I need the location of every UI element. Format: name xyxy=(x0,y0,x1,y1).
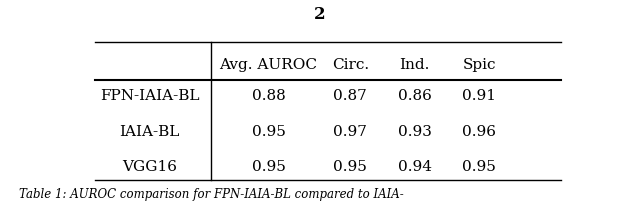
Text: 0.88: 0.88 xyxy=(252,89,285,103)
Text: 0.91: 0.91 xyxy=(462,89,496,103)
Text: Ind.: Ind. xyxy=(399,58,430,72)
Text: 0.95: 0.95 xyxy=(252,159,285,173)
Text: Circ.: Circ. xyxy=(332,58,369,72)
Text: 2: 2 xyxy=(314,6,326,23)
Text: IAIA-BL: IAIA-BL xyxy=(119,125,180,139)
Text: VGG16: VGG16 xyxy=(122,159,177,173)
Text: 0.86: 0.86 xyxy=(398,89,432,103)
Text: Table 1: AUROC comparison for FPN-IAIA-BL compared to IAIA-: Table 1: AUROC comparison for FPN-IAIA-B… xyxy=(19,187,404,200)
Text: Avg. AUROC: Avg. AUROC xyxy=(220,58,317,72)
Text: 0.95: 0.95 xyxy=(462,159,496,173)
Text: 0.97: 0.97 xyxy=(333,125,367,139)
Text: 0.95: 0.95 xyxy=(252,125,285,139)
Text: 0.87: 0.87 xyxy=(333,89,367,103)
Text: 0.95: 0.95 xyxy=(333,159,367,173)
Text: 0.93: 0.93 xyxy=(398,125,432,139)
Text: Spic: Spic xyxy=(463,58,496,72)
Text: FPN-IAIA-BL: FPN-IAIA-BL xyxy=(100,89,199,103)
Text: 0.94: 0.94 xyxy=(398,159,432,173)
Text: 0.96: 0.96 xyxy=(462,125,496,139)
